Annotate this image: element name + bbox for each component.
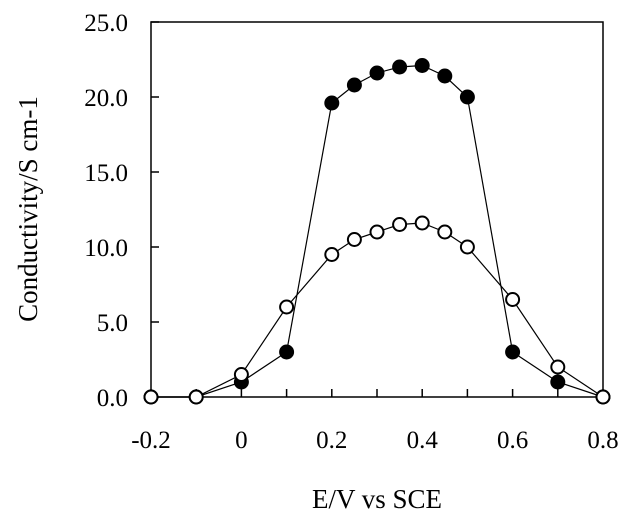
x-tick-label: 0.4 xyxy=(407,427,439,454)
series-2-point xyxy=(279,299,295,315)
y-tick-label: 20.0 xyxy=(84,85,128,112)
x-tick-label: -0.2 xyxy=(131,427,171,454)
series-1-point xyxy=(437,68,453,84)
y-tick-label: 5.0 xyxy=(97,310,128,337)
series-2-point xyxy=(324,247,340,262)
y-tick-label: 10.0 xyxy=(84,235,128,262)
series-2-point xyxy=(233,367,249,382)
x-tick-label: 0 xyxy=(235,427,248,454)
series-1-point xyxy=(414,58,430,73)
y-tick-label: 15.0 xyxy=(84,160,128,187)
y-tick-label: 25.0 xyxy=(84,10,128,37)
series-1-point xyxy=(279,344,295,360)
series-2-point xyxy=(550,359,566,375)
series-2-line xyxy=(151,222,604,398)
series-1-point xyxy=(550,374,566,390)
series-1-point xyxy=(324,95,340,111)
series-1-line xyxy=(151,64,604,398)
series-1-point xyxy=(392,59,408,75)
y-tick-label: 0.0 xyxy=(97,385,128,412)
series-2-point xyxy=(459,239,475,255)
x-tick-label: 0.8 xyxy=(587,427,618,454)
series-2-point xyxy=(505,292,521,307)
series-lines xyxy=(151,64,604,398)
series-2-point xyxy=(188,389,204,405)
x-tick-label: 0.2 xyxy=(316,427,347,454)
x-axis-tick-labels: -0.2 0 0.2 0.4 0.6 0.8 xyxy=(131,427,618,454)
series-1-point xyxy=(369,65,385,81)
series-2-point xyxy=(143,389,159,405)
x-axis-ticks xyxy=(150,389,604,397)
series-2-point xyxy=(414,215,430,231)
y-axis-title: Conductivity/S cm-1 xyxy=(13,96,43,322)
series-2-point xyxy=(369,224,385,240)
series-points xyxy=(143,58,611,405)
series-2-point xyxy=(346,232,362,247)
series-2-point xyxy=(392,217,408,232)
y-axis-ticks xyxy=(151,21,159,398)
series-1-point xyxy=(346,77,362,93)
x-tick-label: 0.6 xyxy=(497,427,528,454)
x-axis-title: E/V vs SCE xyxy=(312,484,442,514)
series-1-point xyxy=(459,89,475,105)
y-axis-tick-labels: 0.0 5.0 10.0 15.0 20.0 25.0 xyxy=(84,10,128,412)
series-1-point xyxy=(505,344,521,360)
series-2-point xyxy=(437,224,453,240)
series-2-point xyxy=(595,389,611,405)
